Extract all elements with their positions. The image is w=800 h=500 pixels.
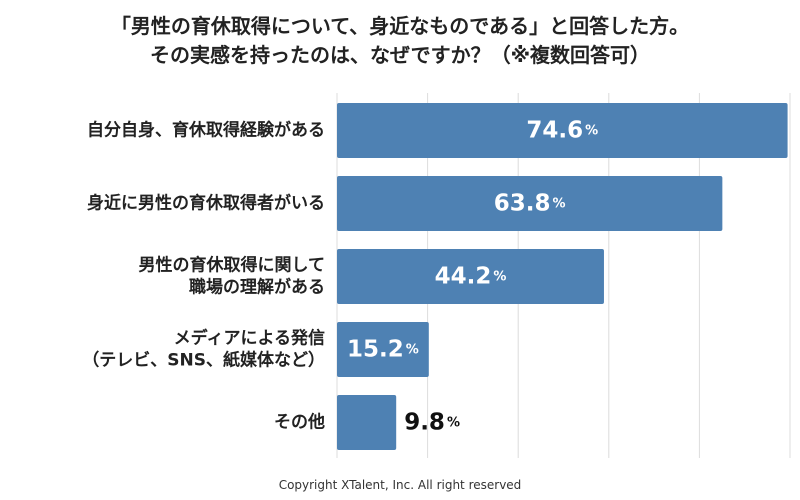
chart-title: 「男性の育休取得について、身近なものである」と回答した方。 その実感を持ったのは… [0,12,800,70]
category-label: その他 [274,412,325,433]
bar [337,176,723,231]
bar [337,249,604,304]
value-label: 44.2% [435,264,507,290]
title-line-1: 「男性の育休取得について、身近なものである」と回答した方。 [110,14,690,38]
category-label: 男性の育休取得に関して [139,255,326,276]
value-label: 74.6% [526,118,598,144]
category-label: （テレビ、SNS、紙媒体など） [82,350,325,371]
bar [337,395,397,450]
bar [337,103,788,158]
category-label: 自分自身、育休取得経験がある [87,120,325,141]
value-label: 9.8% [404,410,460,436]
title-line-2: その実感を持ったのは、なぜですか？（※複数回答可） [149,43,651,67]
category-label: 職場の理解がある [189,277,325,298]
category-label: 身近に男性の育休取得者がいる [87,193,325,214]
copyright-text: Copyright XTalent, Inc. All right reserv… [278,478,522,492]
bar [337,322,429,377]
category-label: メディアによる発信 [174,328,325,349]
value-label: 63.8% [494,191,566,217]
value-label: 15.2% [347,337,419,363]
